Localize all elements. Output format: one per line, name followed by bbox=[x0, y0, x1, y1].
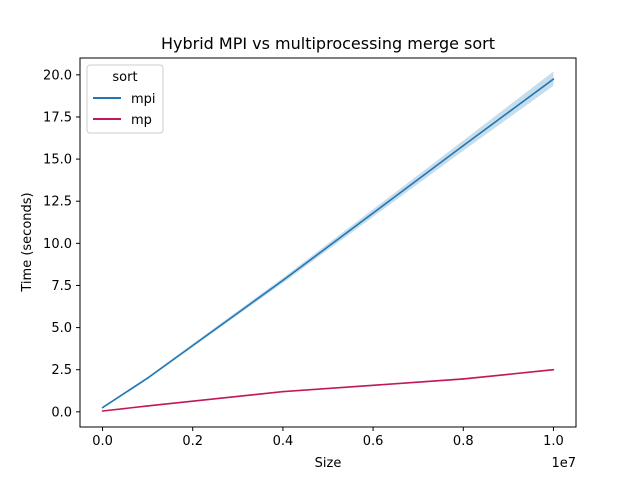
x-tick-label: 0.4 bbox=[273, 434, 294, 449]
y-axis-label: Time (seconds) bbox=[20, 192, 35, 292]
legend-label-mp: mp bbox=[131, 113, 152, 128]
y-tick-label: 2.5 bbox=[51, 363, 72, 378]
x-tick-label: 0.8 bbox=[453, 434, 474, 449]
y-tick-label: 0.0 bbox=[51, 405, 72, 420]
data-point-mpi bbox=[282, 279, 284, 282]
x-axis-label: Size bbox=[315, 456, 342, 471]
data-point-mp bbox=[101, 410, 104, 412]
y-tick-label: 20.0 bbox=[43, 68, 72, 83]
y-tick-label: 10.0 bbox=[43, 237, 72, 252]
y-tick-label: 7.5 bbox=[51, 279, 72, 294]
y-tick-label: 5.0 bbox=[51, 321, 72, 336]
x-axis-offset-label: 1e7 bbox=[551, 456, 576, 471]
x-tick-label: 1.0 bbox=[543, 434, 564, 449]
legend-label-mpi: mpi bbox=[131, 92, 156, 107]
x-tick-label: 0.6 bbox=[363, 434, 384, 449]
legend: sort mpi mp bbox=[86, 64, 164, 134]
x-axis-ticks: 0.0 0.2 0.4 0.6 0.8 1.0 bbox=[92, 427, 564, 449]
data-point-mpi bbox=[462, 144, 465, 147]
legend-title: sort bbox=[112, 70, 137, 85]
x-tick-label: 0.2 bbox=[182, 434, 203, 449]
data-point-mpi bbox=[552, 78, 555, 80]
data-point-mp bbox=[146, 405, 149, 407]
legend-box bbox=[86, 64, 164, 134]
y-tick-label: 12.5 bbox=[43, 195, 72, 210]
plot-area-frame bbox=[79, 57, 577, 428]
data-point-mpi bbox=[146, 377, 149, 379]
data-point-mpi bbox=[101, 406, 104, 409]
data-point-mp bbox=[552, 368, 555, 371]
data-point-mp bbox=[462, 378, 465, 380]
y-tick-label: 15.0 bbox=[43, 153, 72, 168]
series-lines bbox=[101, 78, 555, 412]
x-tick-label: 0.0 bbox=[92, 434, 113, 449]
chart-title: Hybrid MPI vs multiprocessing merge sort bbox=[161, 34, 495, 53]
data-point-mp bbox=[282, 390, 284, 393]
y-axis-ticks: 0.0 2.5 5.0 7.5 10.0 12.5 15.0 17.5 20.0 bbox=[43, 68, 80, 420]
y-tick-label: 17.5 bbox=[43, 110, 72, 125]
